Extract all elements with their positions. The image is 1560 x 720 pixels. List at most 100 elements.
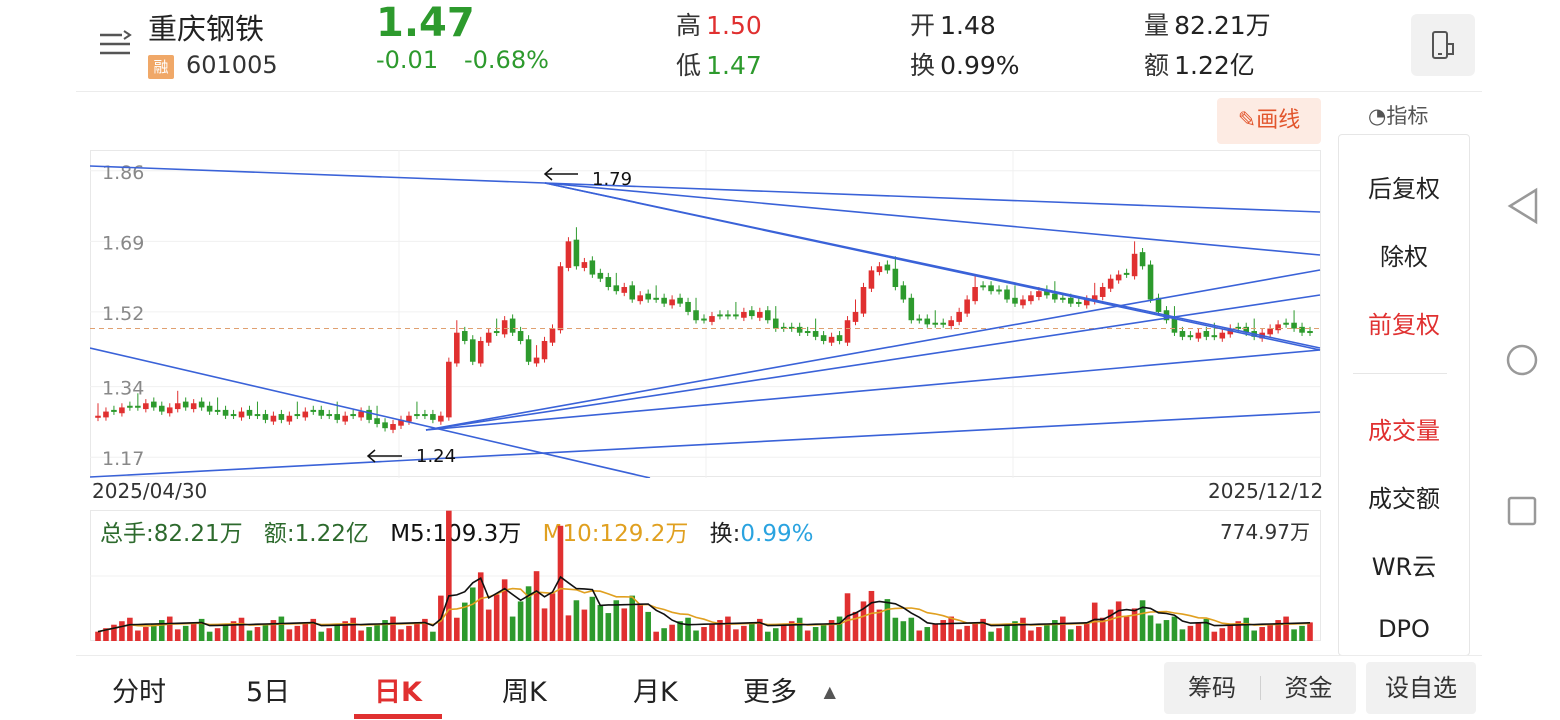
volume-bar [669,624,675,641]
volume-bar [230,621,237,641]
back-icon[interactable] [1507,187,1538,225]
candle-body [1091,295,1098,302]
volume-bar [533,571,540,641]
gauge-icon: ◔ [1368,104,1387,128]
candle-body [565,241,572,268]
add-watchlist-label: 设自选 [1385,674,1457,702]
candle-body [1060,297,1066,300]
side-item-forward-adjust[interactable]: 前复权 [1368,311,1440,339]
candle-body [804,331,811,334]
candle-body [780,326,787,329]
tab-weekly-k[interactable]: 周K [502,677,547,708]
candle-body [1044,289,1050,296]
chips-button[interactable]: 筹码 [1188,674,1236,702]
volume-bar [804,630,811,641]
candle-body [493,331,500,334]
volume-bar [454,617,460,641]
candle-body [637,295,643,302]
candle-body [446,361,452,418]
candle-body [972,287,978,302]
candle-body [151,401,157,408]
tab-intraday[interactable]: 分时 [112,677,166,708]
volume-bar [414,622,420,641]
volume-bar [1227,624,1234,641]
candle-body [932,322,939,325]
volume-bar [1036,627,1042,641]
side-item-dpo[interactable]: DPO [1378,615,1430,643]
recents-icon[interactable] [1507,496,1537,526]
funds-button[interactable]: 资金 [1284,674,1333,702]
candle-body [1171,318,1178,333]
volume-bar [868,590,875,641]
candle-body [525,339,532,362]
indicator-button[interactable]: ◔指标 [1368,100,1428,130]
add-watchlist-button[interactable]: 设自选 [1366,662,1476,714]
candle-body [940,322,947,325]
volume-bar [143,627,149,641]
side-item-wr[interactable]: WR云 [1371,553,1437,581]
landscape-toggle-button[interactable] [1411,14,1475,76]
high-stat: 高 1.50 [676,6,762,42]
candle-body [485,332,492,343]
volume-chart[interactable] [90,510,1322,642]
volume-bar [621,608,628,641]
candle-body [852,311,859,322]
candle-body [1012,297,1018,304]
volume-bar [940,620,947,641]
volume-bar [190,622,197,641]
volume-bar [294,625,301,641]
end-date: 2025/12/12 [1208,479,1324,503]
volume-bar [1131,608,1138,641]
candle-body [772,318,779,329]
volume-bar [238,617,245,641]
side-item-ex-rights[interactable]: 除权 [1380,243,1428,271]
volume-bar [812,627,819,641]
margin-badge: 融 [148,55,174,79]
volume-bar [765,631,771,641]
candle-body [454,332,460,364]
volume-bar [461,602,468,641]
volume-bar [1211,631,1218,641]
candle-body [820,335,827,341]
side-item-backward-adjust[interactable]: 后复权 [1368,175,1440,203]
volume-bar [1171,616,1178,641]
menu-icon[interactable] [98,30,132,58]
kline-chart[interactable]: 1.86 1.69 1.52 1.34 1.17 1.79 1.24 [90,150,1322,478]
volume-bar [509,616,516,641]
volume-bar [469,587,476,641]
candle-body [190,403,197,410]
open-stat: 开 1.48 [910,6,996,42]
side-item-amount[interactable]: 成交额 [1368,485,1440,513]
m10-value: 129.2万 [599,521,689,547]
volume-bar [701,627,707,641]
tab-daily-k[interactable]: 日K [374,677,422,708]
volume-bar [677,621,683,641]
tab-more[interactable]: 更多 ▲ [743,670,836,709]
candle-body [143,403,149,410]
volume-bar [900,621,907,641]
side-item-volume[interactable]: 成交量 [1368,417,1440,445]
volume-bar [166,616,173,641]
draw-line-button[interactable]: ✎画线 [1217,98,1321,144]
volume-bar [892,617,899,641]
volume-bar [852,611,859,641]
candle-body [916,318,923,321]
candle-body [1179,331,1186,337]
candle-body [884,264,891,271]
turnover-value: 0.99% [940,51,1020,80]
tab-monthly-k[interactable]: 月K [633,677,678,708]
volume-bar [788,621,795,641]
candle-body [182,401,189,408]
turn-value: 0.99% [740,521,814,547]
tab-5day[interactable]: 5日 [246,677,291,708]
volume-bar [390,616,396,641]
candle-body [725,314,731,317]
volume-bar [757,618,763,641]
home-icon[interactable] [1506,344,1538,376]
candle-body [214,409,221,412]
candle-body [996,289,1002,292]
y-tick-label: 1.69 [102,232,144,254]
candle-body [398,419,404,426]
trend-line [90,165,1321,213]
open-value: 1.48 [940,11,996,40]
